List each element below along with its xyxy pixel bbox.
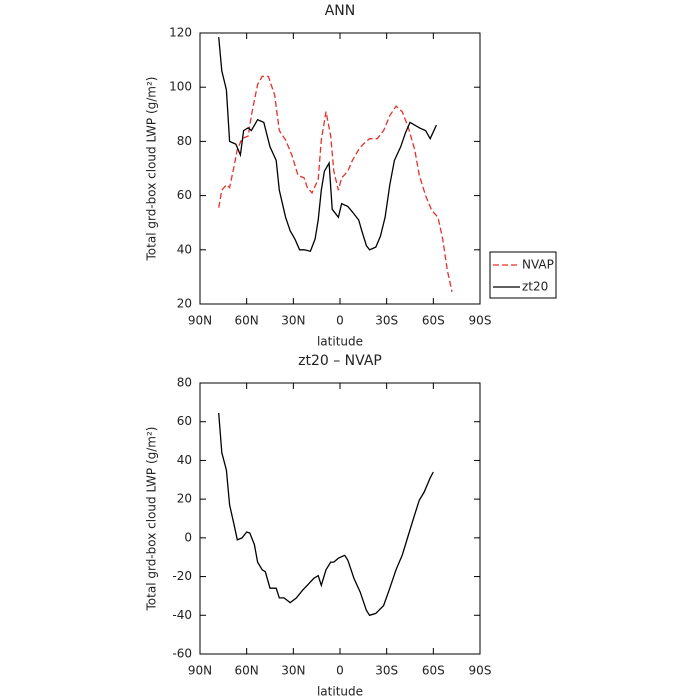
y-tick-label: 80: [177, 134, 192, 148]
y-tick-label: 20: [177, 297, 192, 311]
x-tick-label: 90S: [469, 664, 492, 678]
plot-frame: [199, 382, 481, 655]
x-tick-label: 30S: [375, 314, 398, 328]
chart-title: ANN: [325, 3, 356, 19]
legend-box: [489, 251, 557, 299]
y-axis-label: Total grd-box cloud LWP (g/m²): [145, 77, 159, 262]
legend-label: zt20: [522, 280, 548, 294]
y-tick-label: 40: [177, 453, 192, 467]
x-tick-label: 60N: [235, 664, 259, 678]
x-tick-label: 0: [336, 314, 344, 328]
x-axis-label: latitude: [317, 335, 363, 349]
x-tick-label: 60S: [422, 314, 445, 328]
legend-label: NVAP: [522, 258, 554, 272]
y-tick-label: -20: [172, 569, 192, 583]
data-line: [218, 37, 437, 252]
y-tick-label: -60: [172, 647, 192, 661]
y-tick-label: 20: [177, 492, 192, 506]
x-tick-label: 30N: [281, 664, 305, 678]
y-axis-label: Total grd-box cloud LWP (g/m²): [145, 427, 159, 612]
y-tick-label: 60: [177, 414, 192, 428]
y-tick-label: 0: [184, 530, 192, 544]
plot-frame: [199, 32, 481, 305]
x-tick-label: 30S: [375, 664, 398, 678]
x-tick-label: 60N: [235, 314, 259, 328]
x-tick-label: 90N: [188, 314, 212, 328]
x-tick-label: 90N: [188, 664, 212, 678]
y-tick-label: 80: [177, 376, 192, 390]
y-tick-label: 100: [169, 80, 192, 94]
x-tick-label: 90S: [469, 314, 492, 328]
x-axis-label: latitude: [317, 685, 363, 699]
chart-title: zt20 – NVAP: [298, 353, 382, 369]
x-tick-label: 60S: [422, 664, 445, 678]
x-tick-label: 0: [336, 664, 344, 678]
data-line: [218, 75, 453, 292]
data-line: [218, 412, 434, 617]
y-tick-label: -40: [172, 608, 192, 622]
y-tick-label: 120: [169, 26, 192, 40]
y-tick-label: 40: [177, 242, 192, 256]
x-tick-label: 30N: [281, 314, 305, 328]
y-tick-label: 60: [177, 188, 192, 202]
